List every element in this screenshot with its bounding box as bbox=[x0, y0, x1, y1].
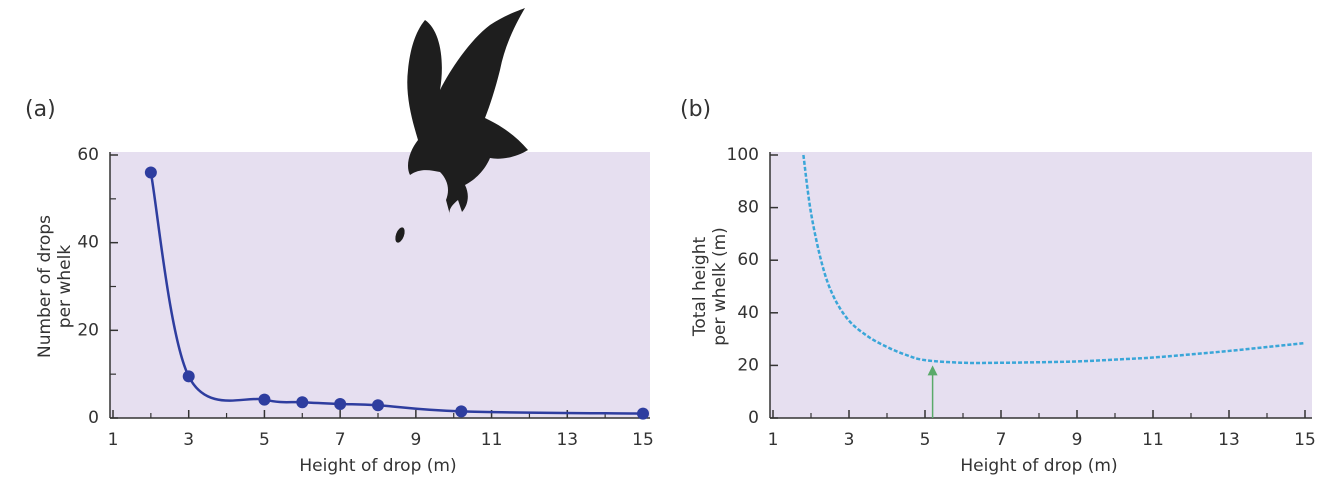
y-tick-label: 20 bbox=[77, 320, 99, 340]
data-point bbox=[334, 397, 347, 410]
data-point bbox=[637, 407, 649, 420]
data-line bbox=[802, 154, 1306, 365]
x-tick-label: 15 bbox=[1294, 430, 1316, 450]
optimum-arrowhead bbox=[927, 365, 938, 376]
x-tick-label: 3 bbox=[844, 430, 855, 450]
x-tick-label: 1 bbox=[768, 430, 779, 450]
y-tick-label: 60 bbox=[737, 250, 759, 270]
data-point bbox=[182, 370, 195, 383]
x-tick-label: 5 bbox=[920, 430, 931, 450]
y-axis-label: per whelk (m) bbox=[710, 227, 730, 346]
y-axis-label: per whelk bbox=[55, 245, 75, 329]
plot-background bbox=[770, 152, 1312, 418]
x-tick-label: 15 bbox=[632, 430, 654, 450]
x-tick-label: 3 bbox=[183, 430, 194, 450]
panel-label: (a) bbox=[25, 97, 56, 122]
y-tick-label: 40 bbox=[77, 233, 99, 253]
data-point bbox=[144, 166, 157, 179]
y-tick-label: 80 bbox=[737, 198, 759, 218]
x-tick-label: 9 bbox=[1072, 430, 1083, 450]
data-point bbox=[258, 393, 271, 406]
x-tick-label: 11 bbox=[1142, 430, 1164, 450]
data-point bbox=[372, 399, 384, 412]
y-axis-label: Total height bbox=[690, 237, 710, 338]
x-tick-label: 5 bbox=[259, 430, 270, 450]
x-tick-label: 9 bbox=[410, 430, 421, 450]
x-tick-label: 7 bbox=[335, 430, 346, 450]
x-tick-label: 7 bbox=[996, 430, 1007, 450]
x-tick-label: 13 bbox=[556, 430, 578, 450]
y-tick-label: 100 bbox=[727, 145, 759, 165]
crow-illustration bbox=[395, 8, 528, 243]
panel-label: (b) bbox=[680, 97, 711, 122]
y-tick-label: 20 bbox=[737, 355, 759, 375]
x-tick-label: 13 bbox=[1218, 430, 1240, 450]
data-point bbox=[296, 396, 309, 409]
y-tick-label: 0 bbox=[88, 408, 99, 428]
x-axis-label: Height of drop (m) bbox=[299, 456, 456, 476]
plot-background bbox=[110, 152, 650, 418]
y-tick-label: 40 bbox=[737, 303, 759, 323]
y-tick-label: 0 bbox=[748, 408, 759, 428]
data-point bbox=[455, 405, 468, 418]
x-axis-label: Height of drop (m) bbox=[960, 456, 1117, 476]
y-axis-label: Number of drops bbox=[35, 215, 55, 358]
x-tick-label: 1 bbox=[108, 430, 119, 450]
y-tick-label: 60 bbox=[77, 145, 99, 165]
x-tick-label: 11 bbox=[481, 430, 503, 450]
